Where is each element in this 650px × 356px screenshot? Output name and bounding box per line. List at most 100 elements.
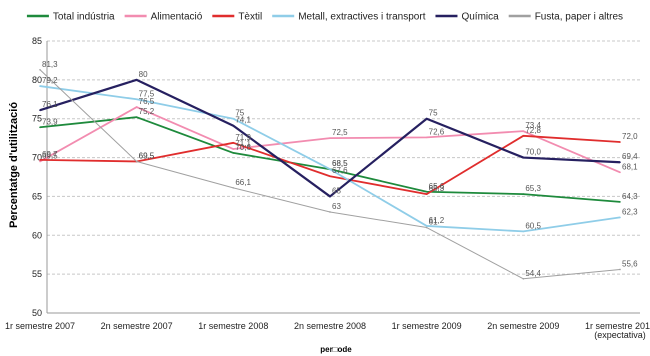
series-lines <box>39 68 621 280</box>
legend-item: Alimentació <box>124 12 203 23</box>
series-line <box>39 69 621 280</box>
data-labels: 73,9 75,2 70,6 68,5 65,6 65,3 64,3 69,5 76,5 71,1… <box>42 60 638 278</box>
data-label: 67,6 <box>332 166 348 175</box>
data-label: 70,0 <box>525 148 541 157</box>
legend-item: Total indústria <box>26 12 115 23</box>
data-point <box>39 85 41 87</box>
data-label: 76,5 <box>139 97 155 106</box>
data-label: 75 <box>235 109 244 118</box>
data-point <box>619 216 621 219</box>
data-point <box>39 126 41 129</box>
y-tick-label: 85 <box>32 36 42 46</box>
data-label: 79,2 <box>42 76 58 85</box>
data-label: 69,7 <box>42 150 58 159</box>
x-tick-label: 2n semestre 2007 <box>101 321 173 331</box>
data-label: 69,5 <box>42 151 58 160</box>
data-label: 72,8 <box>525 126 541 135</box>
y-tick-label: 75 <box>32 114 42 124</box>
data-point <box>232 142 235 144</box>
data-point <box>425 226 428 229</box>
data-point <box>135 116 138 118</box>
data-label: 60,5 <box>525 221 541 230</box>
y-tick-label: 80 <box>32 75 42 85</box>
data-label: 65,6 <box>429 182 445 191</box>
data-label: 72,0 <box>622 132 638 141</box>
data-label: 77,5 <box>139 89 155 98</box>
data-point <box>425 193 428 195</box>
legend-label: Química <box>461 12 499 23</box>
data-point <box>522 278 525 280</box>
data-point <box>232 117 235 120</box>
data-point <box>329 195 331 198</box>
data-label: 62,3 <box>622 207 638 216</box>
data-label: 68,5 <box>332 159 348 168</box>
data-label: 71,9 <box>235 133 251 142</box>
x-tick-label: 2n semestre 2009 <box>487 321 559 331</box>
data-point <box>425 117 428 120</box>
y-tick-label: 50 <box>32 308 42 318</box>
data-label: 65,3 <box>525 184 541 193</box>
data-point <box>329 175 331 178</box>
x-tick-label: 1r semestre 2007 <box>5 321 75 331</box>
data-label: 68,5 <box>332 159 348 168</box>
data-point <box>329 211 331 213</box>
series-line <box>39 106 621 174</box>
data-point <box>522 156 525 159</box>
data-point <box>522 135 525 137</box>
data-point <box>425 190 428 193</box>
data-label: 63 <box>332 202 341 211</box>
data-label: 64,3 <box>622 192 638 201</box>
legend-label: Tèxtil <box>238 12 262 23</box>
data-label: 73,4 <box>525 121 541 130</box>
legend-item: Tèxtil <box>212 12 262 23</box>
data-point <box>135 79 138 81</box>
data-point <box>619 141 621 143</box>
data-label: 70,6 <box>235 143 251 152</box>
data-point <box>232 152 235 154</box>
data-label: 54,4 <box>525 269 541 278</box>
data-label: 74,1 <box>235 116 251 125</box>
y-tick-label: 55 <box>32 269 42 279</box>
data-point <box>135 106 138 108</box>
legend-item: Fusta, paper i altres <box>508 12 623 23</box>
legend-item: Química <box>435 12 499 23</box>
data-point <box>619 161 621 164</box>
data-point <box>425 136 428 139</box>
data-point <box>232 187 235 189</box>
data-label: 61,2 <box>429 216 445 225</box>
data-point <box>135 98 138 101</box>
data-label: 66,1 <box>235 178 251 187</box>
data-point <box>619 171 621 174</box>
data-label: 80 <box>139 70 148 79</box>
y-tick-label: 60 <box>32 230 42 240</box>
data-label: 69,4 <box>622 152 638 161</box>
data-point <box>232 124 235 127</box>
data-label: 72,5 <box>332 128 348 137</box>
grid <box>47 40 640 314</box>
data-point <box>39 109 41 111</box>
y-tick-label: 70 <box>32 153 42 163</box>
data-point <box>232 148 235 150</box>
y-tick-label: 65 <box>32 191 42 201</box>
legend: Total indústria Alimentació Tèxtil Metall, … <box>26 12 623 23</box>
legend-label: Alimentació <box>151 12 203 23</box>
data-label: 69,5 <box>139 151 155 160</box>
data-point <box>39 159 41 161</box>
data-label: 69,5 <box>139 151 155 160</box>
data-label: 71,1 <box>235 139 251 148</box>
data-label: 72,6 <box>429 127 445 136</box>
x-tick-label: 1r semestre 2009 <box>392 321 462 331</box>
y-axis: 50 55 60 65 70 75 80 85 <box>32 36 48 318</box>
data-point <box>135 160 138 163</box>
data-point <box>522 130 525 132</box>
data-label: 73,9 <box>42 117 58 126</box>
data-point <box>425 225 428 227</box>
data-point <box>522 230 525 233</box>
data-point <box>619 201 621 203</box>
data-point <box>39 68 41 71</box>
data-label: 81,3 <box>42 60 58 69</box>
data-point <box>329 137 331 139</box>
data-label: 75,2 <box>139 107 155 116</box>
x-tick-label: 1r semestre 2008 <box>198 321 268 331</box>
